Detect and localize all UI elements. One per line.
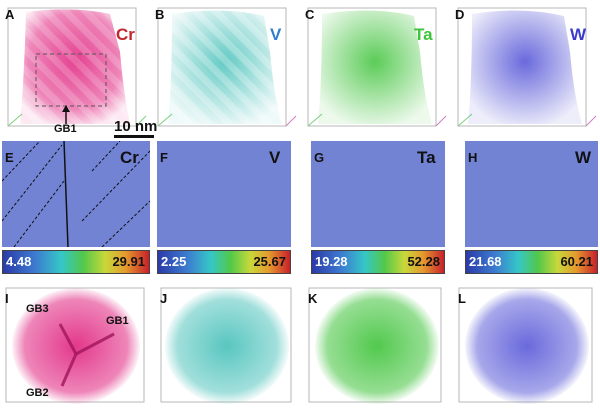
panel-letter-k: K: [308, 291, 318, 306]
element-label-w: W: [570, 25, 587, 44]
panel-d: D W: [452, 2, 598, 133]
scale-bar-line: [114, 135, 154, 138]
panel-letter-b: B: [155, 7, 165, 22]
atom-map-k: [308, 287, 442, 404]
colorbar-max-h: 60.21: [560, 254, 593, 269]
element-label-v: V: [270, 25, 282, 44]
element-label-ta-g: Ta: [417, 148, 436, 167]
colorbar-e: 4.48 29.91: [2, 250, 150, 274]
concentration-map-h: [465, 141, 598, 247]
concentration-map-e: [2, 141, 150, 247]
colorbar-h: 21.68 60.21: [465, 250, 598, 274]
panel-a: A Cr GB1: [2, 2, 147, 135]
colorbar-g: 19.28 52.28: [311, 250, 445, 274]
atom-map-j: [160, 287, 292, 404]
element-label-cr-e: Cr: [120, 148, 139, 167]
panel-g: G Ta: [311, 141, 445, 247]
colorbar-min-f: 2.25: [161, 254, 187, 269]
panel-b: B V: [152, 2, 297, 133]
atom-map-d: [457, 7, 597, 127]
panel-c: C Ta: [302, 2, 447, 133]
panel-letter-g: G: [314, 150, 325, 165]
colorbar-max-f: 25.67: [253, 254, 286, 269]
gb2-label: GB2: [26, 387, 49, 399]
gb1-label-top: GB1: [54, 123, 77, 135]
panel-e: E Cr: [2, 141, 150, 247]
colorbar-min-g: 19.28: [315, 254, 348, 269]
panel-letter-c: C: [305, 7, 315, 22]
element-label-cr-a: Cr: [116, 25, 135, 44]
atom-map-b: [157, 7, 297, 127]
gb1-label: GB1: [106, 315, 129, 327]
element-label-w-h: W: [575, 148, 592, 167]
panel-i: I GB3 GB1 GB2: [2, 284, 150, 407]
element-label-v-f: V: [269, 148, 281, 167]
gb3-label: GB3: [26, 303, 49, 315]
panel-letter-d: D: [455, 7, 465, 22]
colorbar-min-h: 21.68: [469, 254, 502, 269]
panel-letter-i: I: [5, 291, 9, 306]
colorbar-max-g: 52.28: [407, 254, 440, 269]
panel-letter-a: A: [5, 7, 15, 22]
colorbar-min-e: 4.48: [6, 254, 32, 269]
grain-boundary-line: [63, 141, 69, 247]
panel-letter-f: F: [160, 150, 168, 165]
concentration-map-f: [157, 141, 291, 247]
panel-k: K: [305, 284, 447, 407]
atom-map-a: [7, 7, 147, 127]
panel-j: J: [157, 284, 297, 407]
panel-letter-e: E: [5, 150, 14, 165]
panel-h: H W: [465, 141, 598, 247]
panel-letter-l: L: [458, 291, 466, 306]
atom-map-l: [458, 287, 593, 404]
panel-l: L: [455, 284, 598, 407]
panel-f: F V: [157, 141, 291, 247]
atom-map-i: [5, 287, 145, 404]
panel-letter-j: J: [160, 291, 168, 306]
concentration-map-g: [311, 141, 445, 247]
colorbar-f: 2.25 25.67: [157, 250, 291, 274]
panel-letter-h: H: [468, 150, 478, 165]
atom-map-c: [307, 7, 447, 127]
scale-bar-label: 10 nm: [114, 118, 158, 135]
scale-bar: 10 nm: [110, 118, 160, 138]
colorbar-max-e: 29.91: [112, 254, 145, 269]
element-label-ta: Ta: [414, 25, 433, 44]
